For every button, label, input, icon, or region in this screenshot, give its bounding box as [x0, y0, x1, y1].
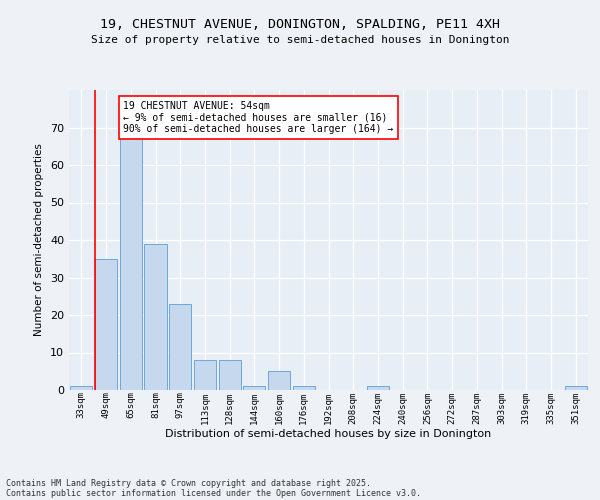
Bar	[194, 360, 216, 390]
Text: 19, CHESTNUT AVENUE, DONINGTON, SPALDING, PE11 4XH: 19, CHESTNUT AVENUE, DONINGTON, SPALDING…	[100, 18, 500, 30]
Text: Contains public sector information licensed under the Open Government Licence v3: Contains public sector information licen…	[6, 488, 421, 498]
Text: Contains HM Land Registry data © Crown copyright and database right 2025.: Contains HM Land Registry data © Crown c…	[6, 478, 371, 488]
Bar	[119, 135, 142, 390]
Bar	[70, 386, 92, 390]
Y-axis label: Number of semi-detached properties: Number of semi-detached properties	[34, 144, 44, 336]
Bar	[95, 259, 117, 390]
Bar	[218, 360, 241, 390]
Bar	[243, 386, 265, 390]
Text: Size of property relative to semi-detached houses in Donington: Size of property relative to semi-detach…	[91, 35, 509, 45]
Bar	[367, 386, 389, 390]
Bar	[268, 371, 290, 390]
Bar	[145, 244, 167, 390]
Text: 19 CHESTNUT AVENUE: 54sqm
← 9% of semi-detached houses are smaller (16)
90% of s: 19 CHESTNUT AVENUE: 54sqm ← 9% of semi-d…	[124, 101, 394, 134]
Bar	[169, 304, 191, 390]
Bar	[293, 386, 315, 390]
X-axis label: Distribution of semi-detached houses by size in Donington: Distribution of semi-detached houses by …	[166, 429, 491, 439]
Bar	[565, 386, 587, 390]
